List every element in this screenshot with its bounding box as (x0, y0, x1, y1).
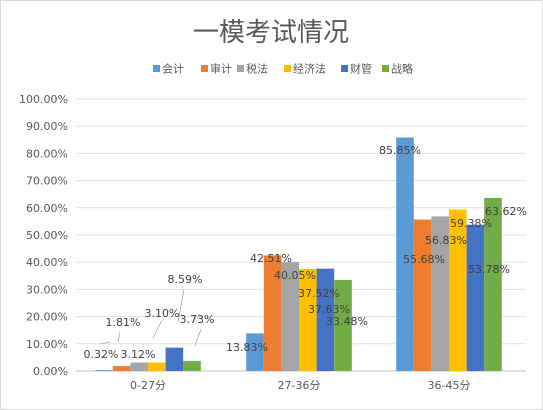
legend-label: 财管 (350, 62, 372, 76)
legend-label: 经济法 (293, 62, 326, 76)
legend: 会计 审计 税法 经济法 财管 战略 (153, 62, 413, 76)
data-label: 37.52% (298, 287, 340, 300)
data-label: 1.81% (106, 316, 141, 329)
data-label: 59.38% (450, 217, 492, 230)
label-leader-line (117, 331, 121, 343)
legend-label: 税法 (246, 62, 268, 76)
legend-label: 会计 (162, 63, 184, 76)
legend-label: 审计 (210, 62, 232, 76)
chart-title: 一模考试情况 (193, 18, 349, 48)
data-label: 3.10% (145, 307, 180, 320)
legend-swatch (201, 65, 208, 72)
y-tick-label: 30.00% (26, 283, 68, 296)
bar (466, 224, 485, 371)
bar (148, 362, 166, 371)
legend-swatch (237, 65, 244, 72)
legend-swatch (284, 65, 291, 72)
y-tick-label: 40.00% (26, 256, 68, 269)
label-leader-line (152, 319, 163, 339)
bar (95, 370, 113, 371)
legend-swatch (382, 65, 389, 72)
bar (484, 197, 502, 371)
y-tick-label: 0.00% (33, 365, 68, 378)
data-label: 63.62% (485, 205, 527, 218)
y-tick-label: 100.00% (19, 93, 68, 106)
x-category-label: 27-36分 (278, 379, 321, 392)
data-label: 55.68% (403, 253, 445, 266)
y-tick-label: 10.00% (26, 338, 68, 351)
label-leader-line (99, 341, 111, 345)
bar (246, 333, 264, 371)
bars (95, 137, 502, 371)
y-axis-ticks: 0.00% 10.00% 20.00% 30.00% 40.00% 50.00% 60.00… (19, 93, 68, 378)
data-label: 3.12% (121, 348, 156, 361)
y-tick-label: 20.00% (26, 311, 68, 324)
bar (413, 219, 432, 371)
x-category-label: 36-45分 (428, 379, 471, 392)
y-tick-label: 90.00% (26, 120, 68, 133)
legend-swatch (153, 65, 160, 72)
x-category-label: 0-27分 (130, 379, 166, 392)
label-leader-line (194, 328, 202, 347)
bar (396, 137, 414, 371)
data-label: 40.05% (274, 269, 316, 282)
bar (431, 216, 449, 371)
data-label: 0.32% (84, 348, 119, 361)
data-label: 85.85% (379, 144, 421, 157)
y-tick-label: 70.00% (26, 175, 68, 188)
bar (299, 268, 317, 371)
bar (263, 255, 282, 371)
bar (316, 268, 335, 371)
y-tick-label: 60.00% (26, 202, 68, 215)
data-labels: 0.32% 13.83% 85.85% 1.81% 42.51% 55.68% 3.12% 4… (84, 144, 527, 361)
bar (281, 262, 299, 371)
y-tick-label: 50.00% (26, 229, 68, 242)
data-label: 33.48% (326, 315, 368, 328)
legend-label: 战略 (391, 62, 413, 76)
gridlines (76, 98, 526, 372)
bar (130, 362, 148, 371)
bar (183, 360, 201, 371)
bar (334, 279, 352, 371)
bar (165, 347, 184, 371)
data-label: 37.63% (308, 303, 350, 316)
data-label: 3.73% (180, 313, 215, 326)
data-label: 53.78% (468, 263, 510, 276)
data-label: 42.51% (250, 252, 292, 265)
data-label: 56.83% (425, 234, 467, 247)
bar (112, 366, 131, 371)
y-tick-label: 80.00% (26, 147, 68, 160)
x-axis-categories: 0-27分 27-36分 36-45分 (130, 379, 470, 392)
label-leader-line (177, 288, 185, 323)
data-label: 8.59% (168, 273, 203, 286)
legend-swatch (341, 65, 348, 72)
bar (449, 209, 467, 371)
data-label: 13.83% (226, 341, 268, 354)
